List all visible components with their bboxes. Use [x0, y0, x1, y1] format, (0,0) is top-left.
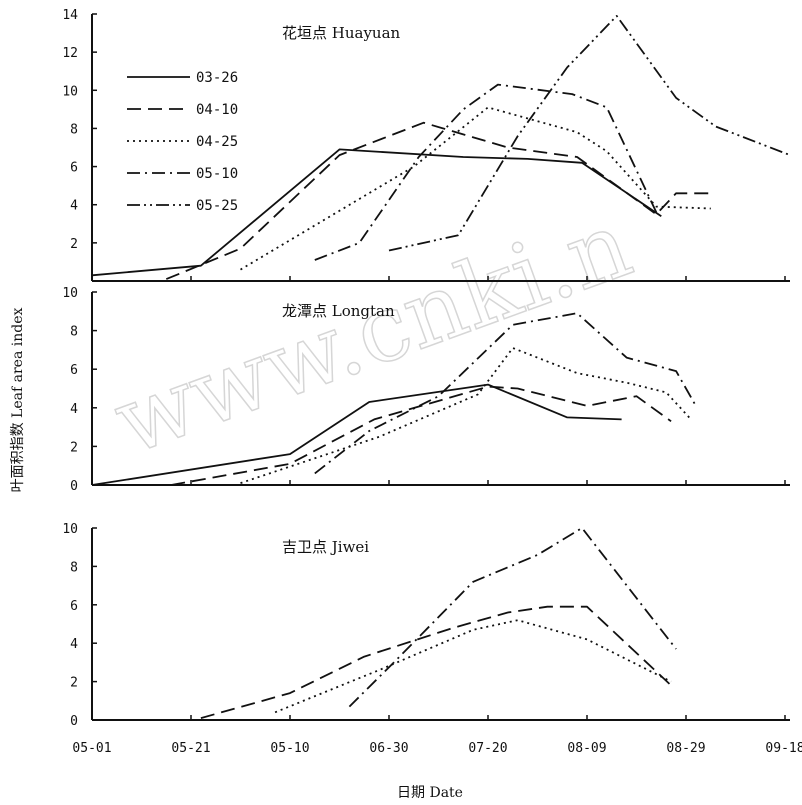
- series-line-05-10: [314, 312, 697, 475]
- panel-2: 0 2 4 6 8 10 龙潭点 Longtan: [62, 286, 790, 494]
- y-tick-label: 12: [62, 46, 78, 61]
- series-line-05-25: [388, 15, 791, 252]
- y-tick-label: 2: [70, 676, 78, 691]
- y-tick-label: 10: [62, 286, 78, 301]
- y-tick-label: 4: [70, 199, 78, 214]
- series-line-04-25: [240, 106, 711, 271]
- y-tick-label: 4: [70, 637, 78, 652]
- panel-title: 吉卫点 Jiwei: [282, 538, 369, 556]
- series-line-04-25: [274, 619, 672, 714]
- x-tick-label: 08-09: [567, 741, 606, 756]
- series-line-05-10: [348, 527, 677, 708]
- panel-title: 花垣点 Huayuan: [282, 24, 401, 42]
- legend-label: 03-26: [196, 70, 238, 86]
- y-tick-label: 8: [70, 560, 78, 575]
- y-tick-label: 6: [70, 161, 78, 176]
- legend: 03-26 04-10 04-25 05-10 05-25: [127, 70, 238, 214]
- y-tick-label: 0: [70, 479, 78, 494]
- x-tick-label: 08-29: [666, 741, 705, 756]
- y-tick-label: 8: [70, 325, 78, 340]
- x-tick-label: 05-21: [171, 741, 210, 756]
- x-axis: 05-01 05-21 05-10 06-30 07-20 08-09 08-29 09-18: [72, 741, 802, 756]
- x-axis-title: 日期 Date: [397, 785, 463, 801]
- series-line-04-10: [171, 385, 672, 486]
- y-tick-label: 8: [70, 122, 78, 137]
- y-tick-label: 6: [70, 599, 78, 614]
- y-tick-label: 2: [70, 237, 78, 252]
- y-axis-title: 叶面积指数 Leaf area index: [10, 308, 26, 493]
- x-tick-label: 07-20: [468, 741, 507, 756]
- series-line-03-26: [91, 148, 662, 277]
- y-tick-label: 10: [62, 522, 78, 537]
- legend-label: 05-10: [196, 166, 238, 182]
- legend-label: 04-25: [196, 134, 238, 150]
- series-line-04-10: [200, 605, 672, 719]
- watermark: www.cnki.n: [101, 191, 644, 476]
- x-tick-label: 05-01: [72, 741, 111, 756]
- x-tick-label: 05-10: [270, 741, 309, 756]
- legend-label: 04-10: [196, 102, 238, 118]
- panel-3: 0 2 4 6 8 10 吉卫点 Jiwei: [62, 522, 790, 729]
- x-tick-label: 09-18: [765, 741, 802, 756]
- y-tick-label: 10: [62, 84, 78, 99]
- panel-title: 龙潭点 Longtan: [282, 302, 395, 320]
- y-tick-label: 6: [70, 363, 78, 378]
- x-tick-label: 06-30: [369, 741, 408, 756]
- y-tick-label: 4: [70, 402, 78, 417]
- series-line-03-26: [91, 383, 622, 486]
- y-tick-label: 2: [70, 440, 78, 455]
- y-tick-label: 0: [70, 714, 78, 729]
- panel-1: 2 4 6 8 10 12 14 花垣点 Huayuan: [62, 8, 791, 282]
- legend-label: 05-25: [196, 198, 238, 214]
- y-tick-label: 14: [62, 8, 78, 23]
